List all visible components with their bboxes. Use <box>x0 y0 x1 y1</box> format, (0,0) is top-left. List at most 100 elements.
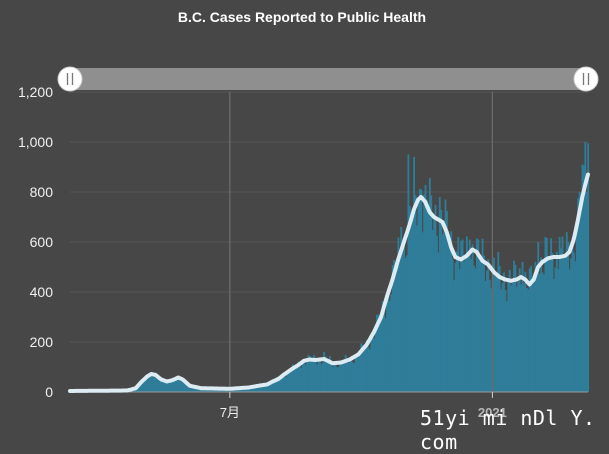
case-bar <box>511 282 514 392</box>
case-bar <box>505 301 508 392</box>
case-bar <box>545 238 548 392</box>
case-bar <box>583 165 585 392</box>
y-tick-label: 0 <box>45 384 53 400</box>
case-bar <box>541 272 544 392</box>
case-bar <box>346 358 348 392</box>
case-bar <box>337 367 340 392</box>
case-bar <box>561 236 564 392</box>
case-bar <box>287 370 290 392</box>
case-bar <box>204 388 207 392</box>
case-bar <box>386 299 388 392</box>
case-bar <box>495 273 498 392</box>
case-bar <box>560 248 562 392</box>
case-bar <box>498 266 501 392</box>
case-bar <box>387 289 390 392</box>
case-bar <box>153 375 156 392</box>
case-bar <box>584 142 587 392</box>
case-bar <box>513 260 515 392</box>
case-bar <box>404 257 407 392</box>
case-bar <box>174 377 177 392</box>
case-bar <box>350 356 353 392</box>
case-bar <box>279 378 281 392</box>
case-bar <box>190 385 193 392</box>
case-bar <box>501 283 504 392</box>
case-bar <box>463 261 465 392</box>
case-bar <box>374 331 377 392</box>
case-bar <box>464 253 467 392</box>
range-slider-handle-left[interactable] <box>57 66 83 92</box>
handle-right-knob[interactable] <box>573 66 599 92</box>
case-bar <box>284 376 287 392</box>
case-bar <box>267 385 270 392</box>
case-bar <box>192 385 194 392</box>
case-bar <box>487 259 490 392</box>
case-bar <box>461 239 464 392</box>
case-bar <box>277 378 280 392</box>
case-bar <box>341 363 344 392</box>
case-bar <box>444 199 447 392</box>
case-bar <box>162 380 164 392</box>
case-bar <box>291 364 294 392</box>
case-bar <box>333 363 336 392</box>
case-bar <box>580 207 582 392</box>
case-bar <box>193 386 196 392</box>
case-bar <box>260 384 263 392</box>
case-bar <box>493 257 495 392</box>
case-bar <box>574 261 577 392</box>
case-bar <box>383 310 386 392</box>
case-bar <box>571 237 574 392</box>
case-bar <box>348 359 351 392</box>
case-bar <box>281 374 284 392</box>
case-bar <box>494 276 497 392</box>
case-bar <box>465 236 468 392</box>
case-bar <box>184 383 187 392</box>
case-bar <box>397 237 400 392</box>
case-bar <box>313 354 316 392</box>
case-bar <box>497 252 500 392</box>
case-bars <box>69 142 590 392</box>
case-bar <box>531 284 534 392</box>
case-bar <box>451 258 454 392</box>
range-slider-track[interactable] <box>70 68 586 90</box>
case-bar <box>406 255 408 392</box>
case-bar <box>403 237 406 392</box>
case-bar <box>553 279 555 392</box>
case-bar <box>407 154 410 392</box>
case-bar <box>381 301 384 392</box>
case-bar <box>136 387 139 392</box>
case-bar <box>468 239 471 392</box>
case-bar <box>457 237 460 392</box>
case-bar <box>182 379 184 392</box>
case-bar <box>237 388 240 392</box>
y-tick-label: 400 <box>30 284 54 300</box>
case-bar <box>450 231 453 392</box>
case-bar <box>474 268 477 392</box>
range-slider-handle-right[interactable] <box>573 66 599 92</box>
case-bar <box>417 204 420 392</box>
case-bar <box>364 345 367 392</box>
case-bar <box>514 264 517 392</box>
case-bar <box>436 235 438 392</box>
case-bar <box>408 205 411 392</box>
case-bar <box>490 288 493 392</box>
case-bar <box>257 386 260 392</box>
case-bar <box>314 361 317 392</box>
case-bar <box>167 383 170 392</box>
case-bar <box>330 361 333 392</box>
case-bar <box>390 294 393 392</box>
case-bar <box>293 365 296 392</box>
y-tick-label: 1,000 <box>18 134 53 150</box>
case-bar <box>538 274 541 392</box>
case-bar <box>534 261 537 392</box>
case-bar <box>199 388 201 392</box>
case-bar <box>271 381 274 392</box>
range-slider[interactable] <box>57 66 599 92</box>
case-bar <box>515 286 518 392</box>
case-bar <box>551 253 554 392</box>
case-bar <box>543 274 545 392</box>
case-bar <box>488 280 491 392</box>
case-bar <box>250 386 253 392</box>
handle-left-knob[interactable] <box>57 66 83 92</box>
case-bar <box>280 376 283 392</box>
case-bar <box>378 322 381 392</box>
